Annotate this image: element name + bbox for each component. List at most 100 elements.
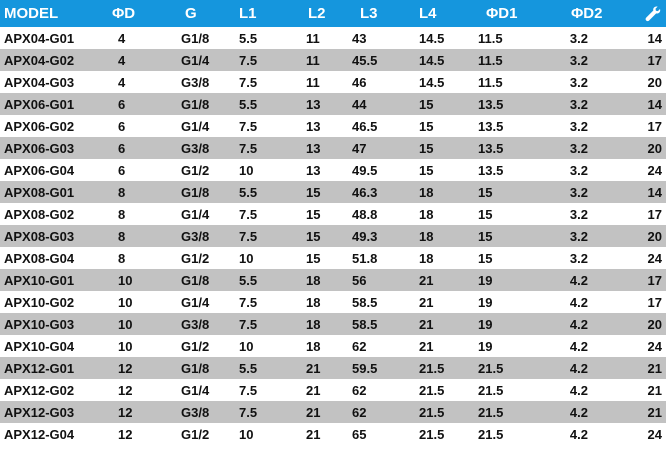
cell-wrench-size: 20 [614,71,666,93]
cell-model: APX06-G01 [0,93,96,115]
cell-l2: 13 [290,159,344,181]
cell-thread-g: G1/4 [167,203,227,225]
table-row: APX06-G01 6 G1/8 5.5 13 44 15 13.5 3.2 14 [0,93,666,115]
header-l4: L4 [405,0,464,27]
cell-l2: 15 [290,225,344,247]
cell-wrench-size: 17 [614,115,666,137]
cell-diameter-d1: 15 [464,181,543,203]
cell-diameter-d2: 4.2 [543,313,614,335]
cell-l3: 62 [344,379,405,401]
cell-diameter-d2: 4.2 [543,269,614,291]
cell-l1: 7.5 [227,291,290,313]
table-row: APX12-G04 12 G1/2 10 21 65 21.5 21.5 4.2 24 [0,423,666,445]
cell-diameter-d: 10 [96,269,167,291]
cell-l3: 49.3 [344,225,405,247]
cell-model: APX04-G02 [0,49,96,71]
cell-l2: 15 [290,203,344,225]
cell-l4: 15 [405,93,464,115]
cell-model: APX08-G03 [0,225,96,247]
cell-diameter-d1: 19 [464,335,543,357]
cell-l1: 5.5 [227,269,290,291]
cell-l4: 21 [405,335,464,357]
table-row: APX04-G01 4 G1/8 5.5 11 43 14.5 11.5 3.2 14 [0,27,666,49]
cell-diameter-d2: 4.2 [543,401,614,423]
cell-diameter-d2: 3.2 [543,203,614,225]
cell-l1: 10 [227,335,290,357]
cell-wrench-size: 24 [614,423,666,445]
cell-l2: 13 [290,137,344,159]
cell-thread-g: G3/8 [167,137,227,159]
cell-l2: 13 [290,93,344,115]
cell-thread-g: G1/2 [167,159,227,181]
cell-l4: 14.5 [405,27,464,49]
cell-thread-g: G1/2 [167,423,227,445]
cell-diameter-d1: 21.5 [464,379,543,401]
cell-wrench-size: 20 [614,313,666,335]
cell-model: APX06-G03 [0,137,96,159]
cell-l4: 18 [405,181,464,203]
cell-diameter-d2: 3.2 [543,159,614,181]
cell-diameter-d1: 21.5 [464,423,543,445]
cell-l1: 10 [227,247,290,269]
cell-model: APX04-G01 [0,27,96,49]
table-row: APX10-G01 10 G1/8 5.5 18 56 21 19 4.2 17 [0,269,666,291]
cell-wrench-size: 17 [614,269,666,291]
cell-model: APX12-G03 [0,401,96,423]
cell-diameter-d1: 11.5 [464,49,543,71]
cell-thread-g: G1/4 [167,115,227,137]
cell-diameter-d1: 21.5 [464,357,543,379]
cell-model: APX10-G01 [0,269,96,291]
cell-diameter-d1: 19 [464,313,543,335]
cell-model: APX10-G02 [0,291,96,313]
table-row: APX08-G03 8 G3/8 7.5 15 49.3 18 15 3.2 20 [0,225,666,247]
cell-l3: 62 [344,401,405,423]
cell-model: APX08-G01 [0,181,96,203]
cell-diameter-d2: 4.2 [543,357,614,379]
table-row: APX04-G02 4 G1/4 7.5 11 45.5 14.5 11.5 3.2 17 [0,49,666,71]
cell-diameter-d1: 13.5 [464,115,543,137]
cell-l4: 18 [405,247,464,269]
cell-l2: 13 [290,115,344,137]
cell-diameter-d1: 11.5 [464,71,543,93]
cell-l3: 43 [344,27,405,49]
cell-l2: 21 [290,357,344,379]
cell-wrench-size: 14 [614,93,666,115]
spec-table: MODEL ΦD G L1 L2 L3 L4 ΦD1 ΦD2 APX04-G01… [0,0,666,445]
cell-model: APX10-G03 [0,313,96,335]
cell-l2: 21 [290,423,344,445]
cell-l1: 7.5 [227,379,290,401]
cell-l4: 18 [405,203,464,225]
cell-diameter-d: 4 [96,27,167,49]
cell-thread-g: G1/4 [167,291,227,313]
cell-l1: 5.5 [227,181,290,203]
cell-l1: 7.5 [227,225,290,247]
table-header-row: MODEL ΦD G L1 L2 L3 L4 ΦD1 ΦD2 [0,0,666,27]
header-wrench-size [614,0,666,27]
cell-diameter-d: 6 [96,137,167,159]
cell-diameter-d1: 13.5 [464,137,543,159]
cell-l2: 18 [290,291,344,313]
cell-l3: 49.5 [344,159,405,181]
cell-diameter-d2: 4.2 [543,423,614,445]
cell-diameter-d: 8 [96,181,167,203]
cell-l4: 18 [405,225,464,247]
cell-diameter-d: 4 [96,49,167,71]
cell-l1: 7.5 [227,115,290,137]
cell-l4: 21 [405,313,464,335]
cell-diameter-d: 8 [96,225,167,247]
cell-l4: 14.5 [405,71,464,93]
cell-l1: 10 [227,159,290,181]
cell-diameter-d2: 3.2 [543,27,614,49]
cell-l1: 7.5 [227,71,290,93]
cell-thread-g: G3/8 [167,71,227,93]
cell-l4: 15 [405,115,464,137]
cell-diameter-d: 6 [96,93,167,115]
cell-l1: 7.5 [227,401,290,423]
cell-l1: 7.5 [227,49,290,71]
cell-model: APX10-G04 [0,335,96,357]
cell-thread-g: G1/8 [167,357,227,379]
table-row: APX04-G03 4 G3/8 7.5 11 46 14.5 11.5 3.2 20 [0,71,666,93]
cell-diameter-d2: 3.2 [543,93,614,115]
cell-diameter-d1: 13.5 [464,159,543,181]
cell-diameter-d2: 4.2 [543,291,614,313]
